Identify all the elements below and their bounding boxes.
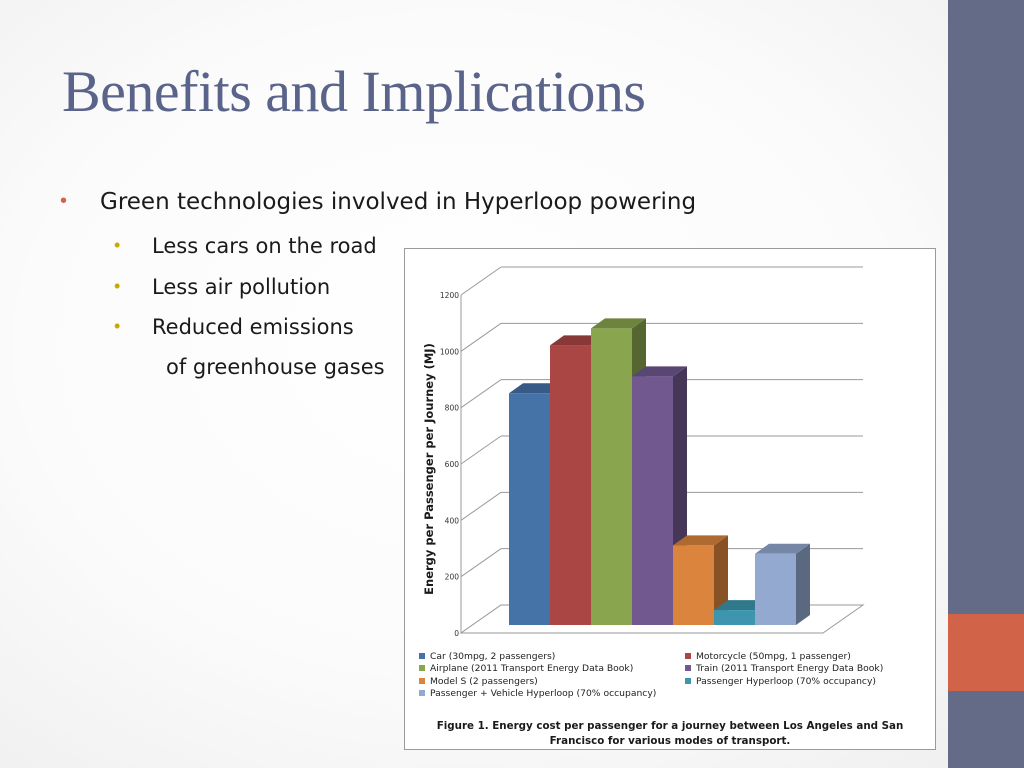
y-tick-label: 800	[445, 404, 460, 413]
gridline-diagonal	[460, 322, 502, 352]
gridline-diagonal	[460, 548, 502, 578]
bar-front	[673, 545, 714, 625]
sub-bullet-dot: •	[114, 235, 121, 255]
legend-swatch	[685, 653, 691, 659]
bar	[673, 535, 728, 625]
figure-caption: Figure 1. Energy cost per passenger for …	[436, 720, 904, 747]
sub-bullet-1: Less cars on the road	[152, 234, 377, 258]
sub-bullet-3-continuation: of greenhouse gases	[166, 355, 385, 379]
bar-top	[755, 543, 810, 554]
bar-side	[796, 543, 810, 625]
bar-chart: 0 200 400 600 800 1000 1200 Energy per Passeng…	[422, 266, 865, 638]
bar-front	[591, 328, 632, 625]
bar-front	[755, 553, 796, 625]
y-tick-label: 600	[445, 460, 460, 469]
legend-item: Car (30mpg, 2 passengers)	[419, 651, 555, 662]
bar-front	[632, 376, 673, 625]
legend-item: Passenger Hyperloop (70% occupancy)	[685, 676, 876, 687]
chart-panel: 0 200 400 600 800 1000 1200 Energy per Passeng…	[404, 248, 936, 750]
legend-label: Airplane (2011 Transport Energy Data Boo…	[430, 663, 634, 675]
bars	[509, 318, 810, 625]
bar-top	[632, 366, 687, 377]
side-accent-block	[948, 614, 1024, 691]
legend-item: Model S (2 passengers)	[419, 676, 538, 687]
legend-label: Model S (2 passengers)	[430, 675, 538, 687]
legend-label: Car (30mpg, 2 passengers)	[430, 651, 556, 662]
bar-front	[714, 610, 755, 625]
sub-bullet-dot: •	[114, 276, 121, 296]
slide-title: Benefits and Implications	[62, 59, 646, 124]
legend-swatch	[685, 677, 691, 684]
y-tick-label: 200	[445, 573, 460, 582]
gridline-diagonal	[460, 379, 502, 409]
sub-bullet-2: Less air pollution	[152, 275, 331, 299]
legend-item: Passenger + Vehicle Hyperloop (70% occup…	[419, 688, 656, 699]
y-axis-label: Energy per Passenger per Journey (MJ)	[422, 343, 436, 595]
y-tick-label: 1200	[440, 291, 459, 300]
bar-top	[591, 318, 646, 329]
legend-item: Train (2011 Transport Energy Data Book)	[685, 663, 883, 674]
sub-bullet-3: Reduced emissions	[152, 315, 354, 339]
y-tick-labels: 0 200 400 600 800 1000 1200	[440, 291, 459, 638]
y-tick-label: 0	[454, 629, 459, 638]
legend-item: Airplane (2011 Transport Energy Data Boo…	[419, 663, 633, 674]
legend-swatch	[419, 677, 425, 684]
bullet-dot: •	[60, 190, 68, 212]
legend-label: Train (2011 Transport Energy Data Book)	[696, 663, 884, 675]
bar-front	[550, 345, 591, 625]
legend-label: Passenger Hyperloop (70% occupancy)	[696, 675, 876, 687]
legend-item: Motorcycle (50mpg, 1 passenger)	[685, 651, 851, 662]
legend-swatch	[685, 665, 691, 672]
bar	[755, 543, 810, 625]
gridline-diagonal	[460, 491, 502, 521]
y-tick-label: 1000	[440, 347, 459, 356]
legend-swatch	[419, 690, 425, 697]
y-tick-label: 400	[445, 516, 460, 525]
bullet-main: Green technologies involved in Hyperloop…	[100, 189, 697, 215]
legend-swatch	[419, 665, 425, 672]
legend-label: Motorcycle (50mpg, 1 passenger)	[696, 651, 851, 662]
bar-side	[714, 535, 728, 625]
sub-bullet-dot: •	[114, 316, 121, 336]
bar-front	[509, 393, 550, 625]
legend-swatch	[419, 653, 425, 659]
bar-top	[673, 535, 728, 546]
legend-label: Passenger + Vehicle Hyperloop (70% occup…	[430, 688, 657, 700]
gridline-diagonal	[460, 435, 502, 465]
gridline-diagonal	[460, 266, 502, 296]
